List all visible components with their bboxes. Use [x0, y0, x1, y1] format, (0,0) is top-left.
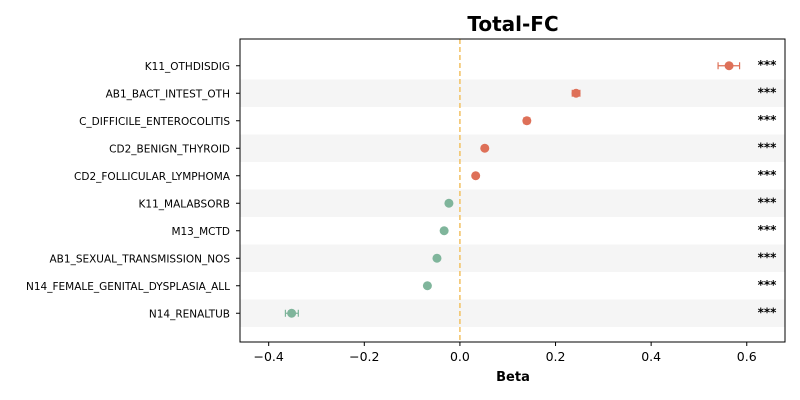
x-tick-label: 0.6 [737, 349, 757, 364]
x-tick-label: 0.0 [450, 349, 470, 364]
x-tick-label: 0.4 [641, 349, 661, 364]
significance-label: *** [758, 113, 778, 127]
x-tick-label: −0.2 [349, 349, 379, 364]
y-tick-label: CD2_FOLLICULAR_LYMPHOMA [74, 171, 231, 183]
y-tick-label: K11_MALABSORB [139, 198, 230, 210]
significance-label: *** [758, 305, 778, 319]
data-point [287, 308, 297, 318]
x-tick-label: 0.2 [546, 349, 566, 364]
row-band [240, 79, 785, 107]
significance-label: *** [758, 278, 778, 292]
data-point [422, 281, 432, 291]
row-bands [240, 79, 785, 327]
significance-label: *** [758, 58, 778, 72]
row-band [240, 299, 785, 327]
y-tick-label: N14_RENALTUB [149, 308, 230, 320]
data-point [471, 171, 481, 181]
data-point [724, 61, 734, 71]
data-point [444, 198, 454, 208]
x-axis: −0.4 −0.2 0.0 0.2 0.4 0.6 [254, 342, 757, 364]
plot-frame [239, 38, 786, 343]
significance-label: *** [758, 140, 778, 154]
significance-label: *** [758, 223, 778, 237]
data-point [439, 226, 449, 236]
data-marks: *** *** *** *** *** *** *** *** *** *** [284, 58, 778, 319]
row-band [240, 134, 785, 162]
y-tick-label: M13_MCTD [171, 226, 230, 238]
y-tick-labels: K11_OTHDISDIG AB1_BACT_INTEST_OTH C_DIFFIC… [26, 61, 240, 320]
significance-label: *** [758, 195, 778, 209]
data-point [432, 253, 442, 263]
significance-label: *** [758, 85, 778, 99]
y-tick-label: AB1_SEXUAL_TRANSMISSION_NOS [50, 253, 231, 265]
y-tick-label: N14_FEMALE_GENITAL_DYSPLASIA_ALL [26, 281, 230, 293]
x-tick-label: −0.4 [254, 349, 284, 364]
x-axis-label: Beta [496, 370, 530, 385]
row-band [240, 244, 785, 272]
y-tick-label: K11_OTHDISDIG [145, 61, 230, 73]
data-point [480, 143, 490, 153]
data-point [522, 116, 532, 126]
y-tick-label: C_DIFFICILE_ENTEROCOLITIS [79, 116, 230, 128]
chart-title: Total-FC [467, 12, 558, 36]
y-tick-label: CD2_BENIGN_THYROID [109, 143, 230, 155]
significance-label: *** [758, 250, 778, 264]
row-band [240, 189, 785, 217]
significance-label: *** [758, 168, 778, 182]
y-tick-label: AB1_BACT_INTEST_OTH [106, 88, 230, 100]
data-point [571, 88, 581, 98]
